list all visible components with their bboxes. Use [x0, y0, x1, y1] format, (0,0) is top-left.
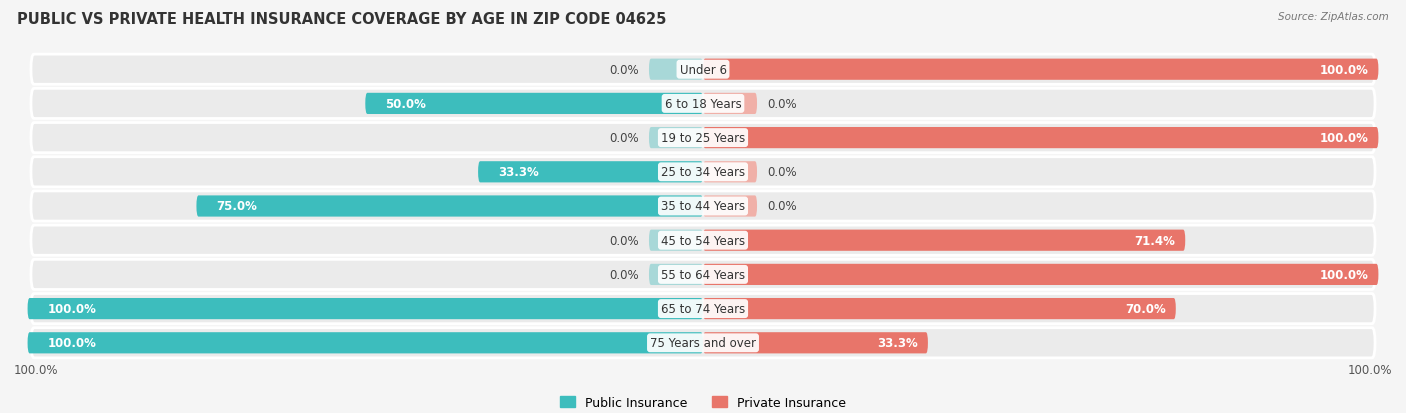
FancyBboxPatch shape [703, 332, 928, 354]
Text: 100.0%: 100.0% [1347, 363, 1392, 376]
Text: 0.0%: 0.0% [768, 200, 797, 213]
Text: 0.0%: 0.0% [609, 268, 638, 281]
Text: PUBLIC VS PRIVATE HEALTH INSURANCE COVERAGE BY AGE IN ZIP CODE 04625: PUBLIC VS PRIVATE HEALTH INSURANCE COVER… [17, 12, 666, 27]
FancyBboxPatch shape [31, 328, 1375, 358]
Legend: Public Insurance, Private Insurance: Public Insurance, Private Insurance [555, 391, 851, 413]
Text: 55 to 64 Years: 55 to 64 Years [661, 268, 745, 281]
FancyBboxPatch shape [650, 59, 703, 81]
FancyBboxPatch shape [31, 123, 1375, 153]
FancyBboxPatch shape [31, 260, 1375, 290]
Text: 19 to 25 Years: 19 to 25 Years [661, 132, 745, 145]
Text: 100.0%: 100.0% [48, 302, 97, 316]
FancyBboxPatch shape [703, 230, 1185, 251]
Text: Source: ZipAtlas.com: Source: ZipAtlas.com [1278, 12, 1389, 22]
FancyBboxPatch shape [703, 162, 756, 183]
FancyBboxPatch shape [197, 196, 703, 217]
Text: 0.0%: 0.0% [609, 132, 638, 145]
FancyBboxPatch shape [703, 59, 1378, 81]
FancyBboxPatch shape [703, 298, 1175, 319]
Text: 0.0%: 0.0% [768, 97, 797, 111]
FancyBboxPatch shape [31, 55, 1375, 85]
FancyBboxPatch shape [31, 294, 1375, 324]
Text: 75 Years and over: 75 Years and over [650, 337, 756, 349]
Text: 33.3%: 33.3% [498, 166, 538, 179]
FancyBboxPatch shape [703, 264, 1378, 285]
FancyBboxPatch shape [31, 89, 1375, 119]
Text: 0.0%: 0.0% [768, 166, 797, 179]
Text: 0.0%: 0.0% [609, 234, 638, 247]
Text: 100.0%: 100.0% [1319, 132, 1368, 145]
Text: 71.4%: 71.4% [1135, 234, 1175, 247]
Text: 45 to 54 Years: 45 to 54 Years [661, 234, 745, 247]
FancyBboxPatch shape [28, 332, 703, 354]
FancyBboxPatch shape [31, 225, 1375, 256]
FancyBboxPatch shape [650, 128, 703, 149]
FancyBboxPatch shape [31, 192, 1375, 221]
Text: 65 to 74 Years: 65 to 74 Years [661, 302, 745, 316]
FancyBboxPatch shape [703, 94, 756, 115]
Text: 70.0%: 70.0% [1125, 302, 1166, 316]
Text: 50.0%: 50.0% [385, 97, 426, 111]
Text: 35 to 44 Years: 35 to 44 Years [661, 200, 745, 213]
FancyBboxPatch shape [31, 157, 1375, 188]
Text: 100.0%: 100.0% [14, 363, 59, 376]
Text: 100.0%: 100.0% [1319, 268, 1368, 281]
FancyBboxPatch shape [366, 94, 703, 115]
Text: 100.0%: 100.0% [1319, 64, 1368, 76]
FancyBboxPatch shape [650, 264, 703, 285]
FancyBboxPatch shape [703, 128, 1378, 149]
FancyBboxPatch shape [650, 230, 703, 251]
Text: 25 to 34 Years: 25 to 34 Years [661, 166, 745, 179]
FancyBboxPatch shape [478, 162, 703, 183]
FancyBboxPatch shape [703, 196, 756, 217]
Text: 0.0%: 0.0% [609, 64, 638, 76]
Text: 75.0%: 75.0% [217, 200, 257, 213]
Text: 6 to 18 Years: 6 to 18 Years [665, 97, 741, 111]
FancyBboxPatch shape [28, 298, 703, 319]
Text: Under 6: Under 6 [679, 64, 727, 76]
Text: 33.3%: 33.3% [877, 337, 918, 349]
Text: 100.0%: 100.0% [48, 337, 97, 349]
